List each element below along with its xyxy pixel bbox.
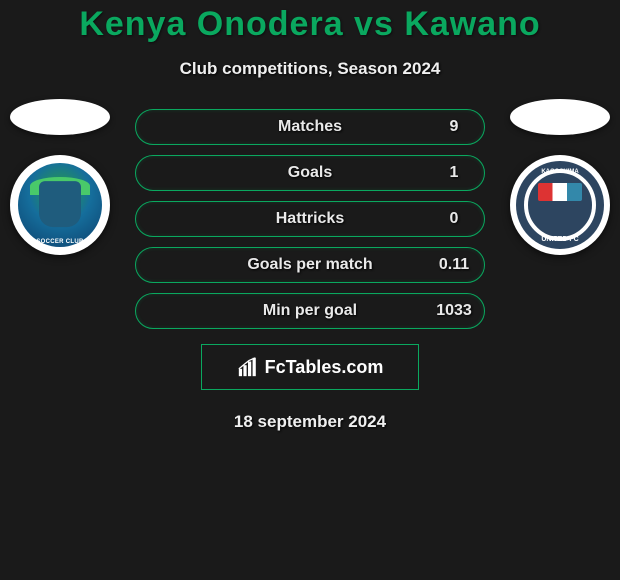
stat-right-value: 1033 <box>424 302 484 320</box>
chart-bars-icon <box>237 356 259 378</box>
main-area: SOCCER CLUB KAGOSHIMA UNITED FC Matches … <box>0 109 620 432</box>
brand-box[interactable]: FcTables.com <box>201 344 419 390</box>
player-left-badge: SOCCER CLUB <box>10 99 110 269</box>
stat-right-value: 0.11 <box>424 256 484 274</box>
club-crest-right-icon: KAGOSHIMA UNITED FC <box>510 155 610 255</box>
club-crest-left-icon: SOCCER CLUB <box>10 155 110 255</box>
stat-row: Goals per match 0.11 <box>135 247 485 283</box>
page-title: Kenya Onodera vs Kawano <box>0 5 620 44</box>
stat-right-value: 0 <box>424 210 484 228</box>
stat-label: Matches <box>196 118 424 136</box>
stats-table: Matches 9 Goals 1 Hattricks 0 Goals per … <box>135 109 485 329</box>
stat-row: Matches 9 <box>135 109 485 145</box>
comparison-card: Kenya Onodera vs Kawano Club competition… <box>0 0 620 432</box>
stat-row: Hattricks 0 <box>135 201 485 237</box>
brand-label: FcTables.com <box>265 357 384 378</box>
stat-right-value: 9 <box>424 118 484 136</box>
stat-row: Goals 1 <box>135 155 485 191</box>
stat-label: Goals per match <box>196 256 424 274</box>
flag-right-icon <box>510 99 610 135</box>
stat-label: Goals <box>196 164 424 182</box>
stat-label: Min per goal <box>196 302 424 320</box>
crest-left-label: SOCCER CLUB <box>10 239 110 245</box>
stat-right-value: 1 <box>424 164 484 182</box>
player-right-badge: KAGOSHIMA UNITED FC <box>510 99 610 269</box>
subtitle: Club competitions, Season 2024 <box>0 59 620 79</box>
crest-right-bottom-label: UNITED FC <box>510 236 610 243</box>
stat-label: Hattricks <box>196 210 424 228</box>
stat-row: Min per goal 1033 <box>135 293 485 329</box>
date-label: 18 september 2024 <box>0 412 620 432</box>
crest-right-top-label: KAGOSHIMA <box>510 169 610 175</box>
flag-left-icon <box>10 99 110 135</box>
